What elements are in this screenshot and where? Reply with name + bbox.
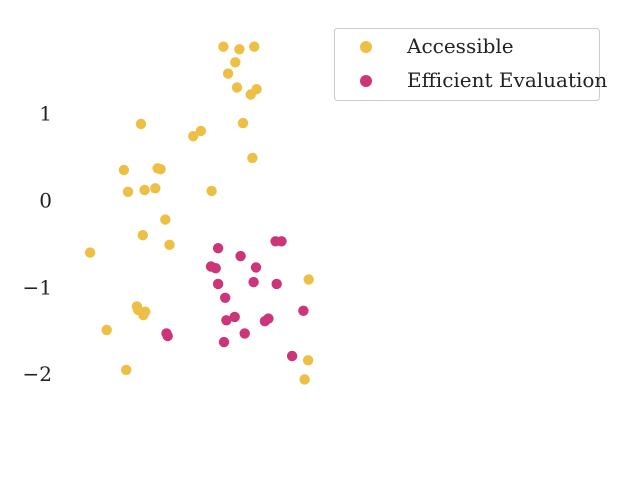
data-point-accessible — [303, 274, 314, 285]
data-point-accessible — [84, 247, 96, 258]
data-point-accessible — [195, 125, 207, 137]
y-axis-tick-labels: 1 0 −1 −2 — [23, 102, 52, 387]
plot-area — [84, 41, 314, 385]
y-tick-label: 1 — [39, 102, 52, 126]
data-point-efficient-evaluation — [162, 330, 173, 342]
data-point-efficient-evaluation — [239, 328, 250, 339]
data-point-accessible — [101, 324, 112, 336]
data-point-efficient-evaluation — [250, 262, 262, 273]
data-point-accessible — [164, 239, 175, 250]
y-tick-label: −2 — [23, 362, 52, 386]
data-point-accessible — [218, 41, 229, 52]
legend-label-efficient-evaluation: Efficient Evaluation — [407, 68, 607, 92]
data-point-efficient-evaluation — [298, 305, 309, 316]
data-point-accessible — [249, 41, 260, 52]
y-tick-label: 0 — [39, 188, 52, 212]
data-point-accessible — [222, 68, 234, 79]
data-point-accessible — [150, 183, 161, 194]
legend: Accessible Efficient Evaluation — [334, 28, 607, 101]
data-point-accessible — [160, 214, 171, 225]
data-point-accessible — [135, 118, 147, 130]
data-point-accessible — [139, 184, 150, 196]
data-point-efficient-evaluation — [286, 350, 298, 362]
data-point-efficient-evaluation — [212, 243, 224, 254]
data-point-accessible — [237, 117, 249, 129]
data-point-efficient-evaluation — [212, 278, 224, 290]
data-point-efficient-evaluation — [235, 250, 246, 262]
data-point-accessible — [155, 164, 166, 175]
legend-marker-accessible — [360, 41, 372, 53]
data-point-accessible — [138, 309, 149, 321]
data-point-accessible — [299, 374, 310, 385]
data-point-accessible — [121, 364, 132, 376]
data-point-efficient-evaluation — [271, 278, 282, 290]
legend-frame — [334, 28, 600, 101]
data-point-accessible — [118, 164, 130, 176]
data-point-efficient-evaluation — [220, 292, 231, 303]
data-point-accessible — [247, 152, 258, 164]
data-point-efficient-evaluation — [259, 316, 271, 327]
data-point-accessible — [122, 186, 134, 197]
y-tick-label: −1 — [23, 275, 52, 299]
data-point-efficient-evaluation — [248, 276, 259, 288]
data-point-accessible — [234, 44, 245, 55]
data-point-accessible — [206, 185, 217, 197]
data-point-efficient-evaluation — [229, 311, 240, 323]
data-point-accessible — [245, 89, 256, 100]
data-point-accessible — [231, 82, 243, 93]
data-point-efficient-evaluation — [221, 315, 232, 326]
legend-label-accessible: Accessible — [406, 34, 514, 58]
data-point-accessible — [137, 230, 148, 241]
legend-marker-efficient-evaluation — [360, 75, 372, 87]
data-point-accessible — [230, 57, 241, 68]
data-point-accessible — [188, 131, 199, 142]
data-point-efficient-evaluation — [210, 263, 221, 274]
data-point-efficient-evaluation — [276, 236, 287, 247]
data-point-accessible — [302, 355, 314, 366]
data-point-efficient-evaluation — [218, 336, 230, 348]
